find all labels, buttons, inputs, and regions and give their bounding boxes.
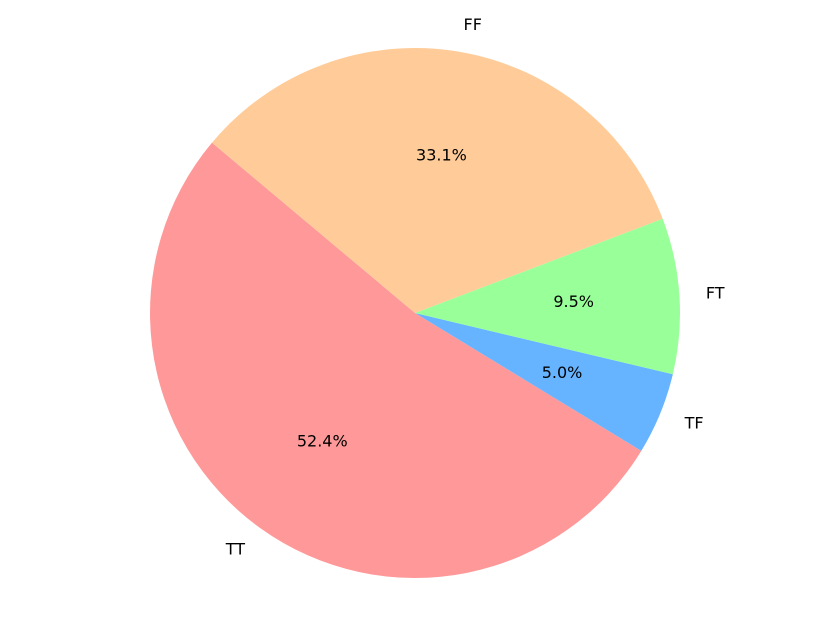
pie-slice bbox=[415, 313, 673, 451]
slice-label: TF bbox=[684, 413, 704, 432]
percent-label: 52.4% bbox=[297, 432, 348, 451]
slice-label: FT bbox=[706, 283, 725, 302]
percent-label: 33.1% bbox=[416, 146, 467, 165]
slice-label: FF bbox=[464, 15, 482, 34]
pie-slice bbox=[415, 218, 680, 375]
percent-label: 5.0% bbox=[542, 363, 583, 382]
pie-slice bbox=[150, 142, 642, 578]
slice-label: TT bbox=[225, 539, 245, 558]
percent-label: 9.5% bbox=[553, 292, 594, 311]
pie-slice bbox=[211, 48, 663, 314]
